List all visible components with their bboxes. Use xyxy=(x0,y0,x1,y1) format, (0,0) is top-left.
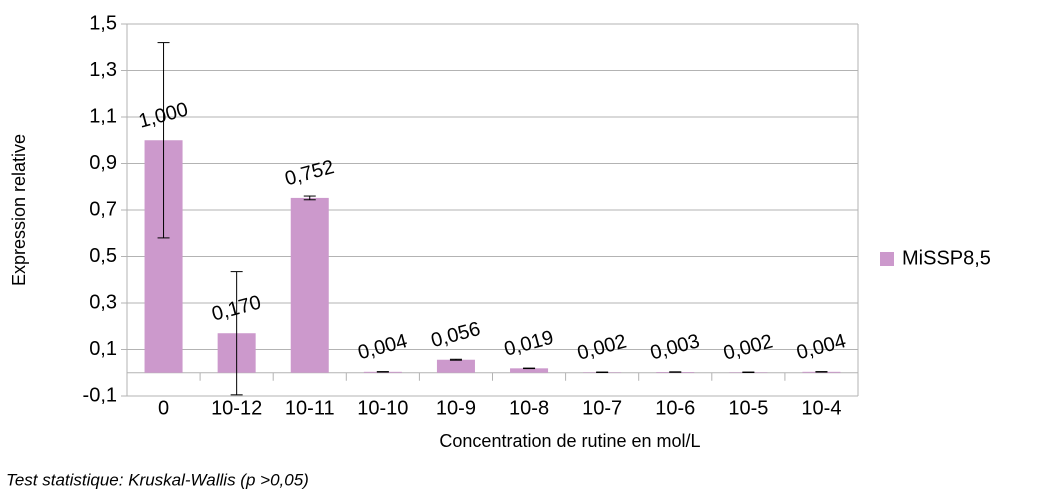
error-bar xyxy=(231,272,243,395)
footnote: Test statistique: Kruskal-Wallis (p >0,0… xyxy=(6,470,309,489)
value-label: 0,002 xyxy=(721,330,775,364)
x-tick-label: 10-9 xyxy=(436,397,476,419)
x-tick-label: 10-5 xyxy=(728,397,768,419)
y-tick-label: 1,1 xyxy=(89,105,117,127)
y-tick-label: 1,3 xyxy=(89,59,117,81)
y-tick-label: -0,1 xyxy=(83,384,117,406)
y-axis-title: Expression relative xyxy=(9,134,29,286)
value-label: 0,019 xyxy=(502,327,556,361)
x-tick-label: 10-10 xyxy=(357,397,408,419)
legend-swatch xyxy=(880,252,894,266)
value-label: 0,752 xyxy=(283,156,337,190)
y-tick-label: 0,7 xyxy=(89,198,117,220)
error-bar xyxy=(450,359,462,360)
y-tick-label: 0,5 xyxy=(89,245,117,267)
value-label: 0,003 xyxy=(648,330,702,364)
value-label: 0,004 xyxy=(794,330,848,364)
value-label: 0,002 xyxy=(575,330,629,364)
x-axis-title: Concentration de rutine en mol/L xyxy=(439,431,700,451)
legend-label: MiSSP8,5 xyxy=(902,247,991,269)
bar xyxy=(437,360,475,373)
x-tick-label: 10-12 xyxy=(211,397,262,419)
value-label: 0,004 xyxy=(356,330,410,364)
x-tick-label: 10-6 xyxy=(655,397,695,419)
x-tick-label: 0 xyxy=(158,397,169,419)
y-tick-label: 0,9 xyxy=(89,152,117,174)
y-tick-label: 0,1 xyxy=(89,338,117,360)
value-label: 0,056 xyxy=(429,318,483,352)
bar xyxy=(291,198,329,373)
x-tick-label: 10-8 xyxy=(509,397,549,419)
y-tick-label: 1,5 xyxy=(89,12,117,34)
x-tick-label: 10-7 xyxy=(582,397,622,419)
x-tick-label: 10-11 xyxy=(285,397,335,419)
x-tick-label: 10-4 xyxy=(801,397,841,419)
y-tick-label: 0,3 xyxy=(89,291,117,313)
